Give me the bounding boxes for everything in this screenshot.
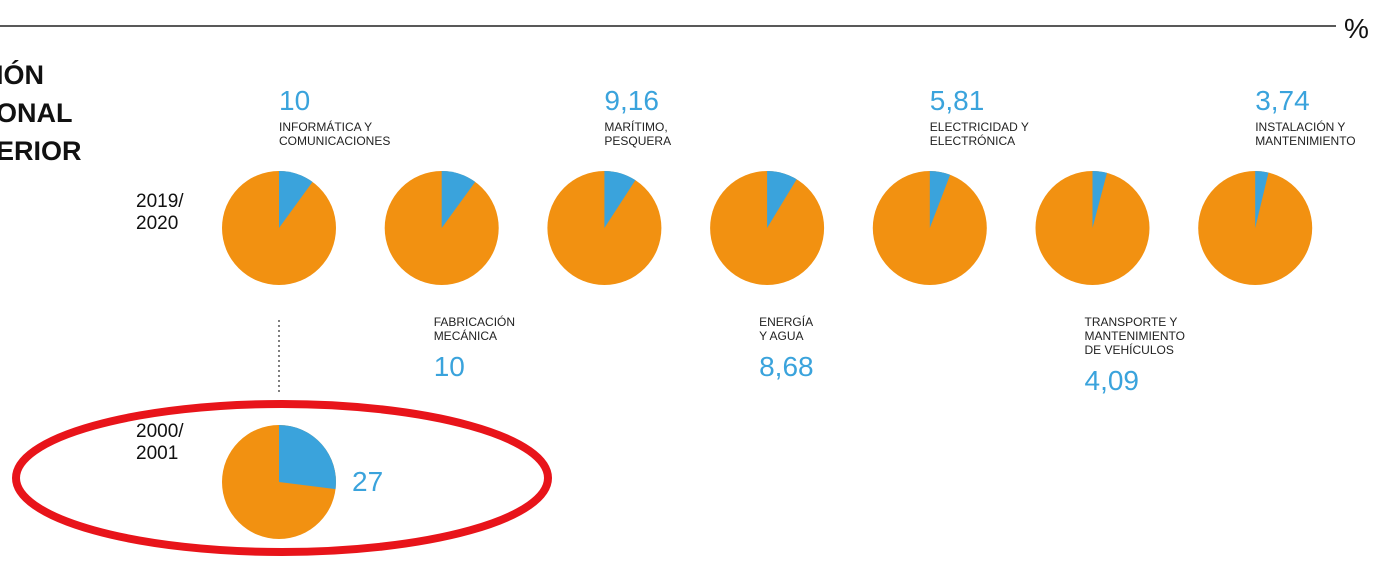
pie-share bbox=[1092, 171, 1107, 228]
value-label: 8,68 bbox=[759, 351, 814, 382]
title-line: ERIOR bbox=[0, 136, 82, 166]
category-label: MANTENIMIENTO bbox=[1255, 134, 1355, 148]
category-label: FABRICACIÓN bbox=[434, 314, 515, 329]
pie-share bbox=[279, 425, 336, 490]
value-label: 3,74 bbox=[1255, 85, 1310, 116]
unit: % bbox=[1344, 13, 1369, 44]
category-label: TRANSPORTE Y bbox=[1085, 315, 1178, 329]
pie-share bbox=[441, 171, 476, 228]
title-line: ONAL bbox=[0, 98, 73, 128]
pie-share bbox=[767, 171, 797, 228]
pie-share bbox=[1255, 171, 1269, 228]
category-label: MARÍTIMO, bbox=[604, 119, 667, 134]
highlight-ellipse bbox=[12, 400, 552, 556]
category-label: MECÁNICA bbox=[434, 328, 497, 343]
row-label: 2001 bbox=[136, 443, 178, 464]
category-label: ENERGÍA bbox=[759, 314, 813, 329]
pie-share bbox=[929, 171, 951, 228]
category-label: ELECTRICIDAD Y bbox=[930, 120, 1029, 134]
value-label: 27 bbox=[352, 466, 383, 497]
row-label: 2000/ bbox=[136, 421, 184, 442]
category-label: COMUNICACIONES bbox=[279, 134, 390, 148]
pie-share bbox=[279, 171, 313, 228]
category-label: INFORMÁTICA Y bbox=[279, 119, 372, 134]
category-label: DE VEHÍCULOS bbox=[1085, 342, 1174, 357]
category-label: Y AGUA bbox=[759, 329, 803, 343]
value-label: 5,81 bbox=[930, 85, 985, 116]
category-label: MANTENIMIENTO bbox=[1085, 329, 1185, 343]
value-label: 9,16 bbox=[604, 85, 659, 116]
value-label: 10 bbox=[279, 85, 310, 116]
row-label: 2019/ bbox=[136, 191, 184, 212]
category-label: ELECTRÓNICA bbox=[930, 133, 1015, 148]
category-label: INSTALACIÓN Y bbox=[1255, 119, 1345, 134]
value-label: 10 bbox=[434, 351, 465, 382]
title-line: IÓN bbox=[0, 59, 44, 90]
row-label: 2020 bbox=[136, 213, 178, 234]
pie-share bbox=[604, 171, 636, 228]
category-label: PESQUERA bbox=[604, 134, 671, 148]
value-label: 4,09 bbox=[1085, 365, 1140, 396]
